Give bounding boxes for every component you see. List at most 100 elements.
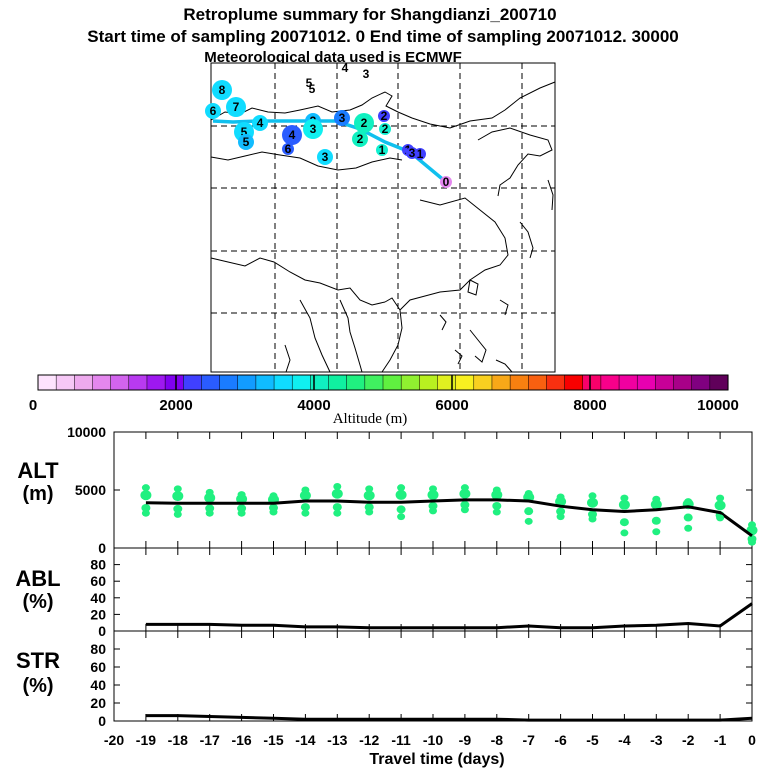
- map-day-label: 8: [219, 83, 226, 97]
- alt-ytick-label: 5000: [75, 482, 106, 498]
- map-cluster-marker: [378, 110, 390, 122]
- abl-ytick-label: 0: [98, 623, 106, 639]
- colorbar-cell: [291, 374, 311, 391]
- alt-cluster-dot: [397, 484, 406, 492]
- colorbar-cells: [37, 374, 729, 391]
- alt-cluster-dot: [460, 500, 470, 509]
- mean-trajectory-line: [212, 119, 448, 184]
- colorbar-cell: [201, 374, 221, 391]
- map-cluster-marker: [238, 134, 254, 150]
- figure-title: Retroplume summary for Shangdianzi_20071…: [183, 5, 556, 24]
- x-tick-label: 0: [748, 732, 756, 748]
- alt-cluster-dot: [618, 499, 630, 510]
- alt-cluster-dot: [427, 489, 439, 500]
- colorbar-cell: [273, 374, 293, 391]
- map-day-label: 6: [210, 104, 217, 118]
- colorbar-cell: [509, 374, 529, 391]
- alt-ytick-label: 0: [98, 540, 106, 556]
- alt-cluster-dot: [460, 484, 469, 492]
- alt-cluster-dot: [714, 500, 726, 511]
- colorbar-cell: [74, 374, 94, 391]
- alt-cluster-dot: [333, 483, 342, 491]
- map-day-label: 4: [289, 128, 296, 142]
- map-day-label: 5: [243, 135, 250, 149]
- map-cluster-marker: [352, 131, 368, 147]
- colorbar-cell: [55, 374, 75, 391]
- alt-cluster-dot: [301, 509, 310, 517]
- alt-cluster-dot: [683, 513, 693, 522]
- colorbar-cell: [328, 374, 348, 391]
- alt-cluster-dot: [556, 493, 565, 501]
- map-cluster-marker: [252, 115, 268, 131]
- trajectory-map: 8765453463332222111055433: [205, 61, 556, 373]
- map-coastlines: [210, 81, 556, 373]
- abl-ytick-label: 20: [90, 606, 106, 622]
- alt-cluster-dot: [331, 488, 343, 499]
- abl-ytick-label: 40: [90, 590, 106, 606]
- alt-cluster-dot: [651, 516, 661, 525]
- str-ytick-label: 40: [90, 677, 106, 693]
- map-cluster-marker: [226, 97, 246, 117]
- str-ytick-label: 20: [90, 695, 106, 711]
- alt-cluster-dot: [237, 509, 246, 517]
- alt-cluster-dot: [619, 518, 629, 527]
- x-tick-label: -13: [327, 732, 347, 748]
- alt-cluster-dot: [428, 501, 438, 510]
- colorbar-tick-8000: 8000: [573, 397, 606, 414]
- alt-cluster-dot: [524, 489, 533, 497]
- alt-cluster-dot: [365, 508, 374, 516]
- map-day-label: 3: [339, 111, 346, 125]
- colorbar-cell: [437, 374, 457, 391]
- map-day-label: 5: [306, 76, 313, 90]
- x-axis: -20 -19 -18 -17 -16 -15 -14 -13 -12 -11 -10 -9 -8 -7-…: [104, 732, 756, 748]
- map-cluster-marker: [282, 125, 302, 145]
- alt-cluster-dot: [524, 507, 534, 516]
- x-tick-label: -3: [650, 732, 663, 748]
- alt-cluster-dot: [205, 509, 214, 517]
- alt-panel-label: ALT: [17, 458, 59, 483]
- map-day-label: 3: [322, 150, 329, 164]
- colorbar-cell: [473, 374, 493, 391]
- alt-cluster-dot: [172, 491, 184, 502]
- alt-cluster-dot: [459, 488, 471, 499]
- x-tick-label: -19: [136, 732, 156, 748]
- alt-cluster-dot: [205, 488, 214, 496]
- x-tick-label: -8: [491, 732, 504, 748]
- map-cluster-marker: [317, 149, 333, 165]
- x-tick-label: -7: [522, 732, 535, 748]
- alt-panel-unit: (m): [22, 483, 53, 505]
- str-panel-unit: (%): [22, 675, 53, 697]
- abl-panel-unit: (%): [22, 591, 53, 613]
- alt-cluster-dot: [301, 486, 310, 494]
- alt-cluster-dot: [492, 501, 502, 510]
- alt-cluster-dot: [269, 492, 278, 500]
- met-data-note: Meteorological data used is ECMWF: [204, 49, 462, 66]
- x-tick-label: -18: [168, 732, 188, 748]
- map-day-label: 1: [379, 143, 386, 157]
- alt-cluster-dot: [716, 514, 725, 522]
- abl-series-line: [145, 602, 753, 630]
- colorbar-cell: [673, 374, 693, 391]
- x-tick-label: -10: [423, 732, 443, 748]
- map-day-label: 4: [342, 61, 349, 75]
- colorbar-cell: [546, 374, 566, 391]
- x-tick-label: -16: [231, 732, 251, 748]
- colorbar-cell: [183, 374, 202, 391]
- alt-cluster-dot: [141, 509, 150, 517]
- str-panel-frame: [113, 630, 753, 722]
- colorbar-cell: [219, 374, 239, 391]
- colorbar-tick-6000: 6000: [435, 397, 468, 414]
- x-tick-label: -20: [104, 732, 124, 748]
- alt-cluster-dot: [716, 494, 725, 502]
- colorbar-tick-0: 0: [29, 397, 37, 414]
- colorbar-cell: [364, 374, 384, 391]
- alt-cluster-dot: [524, 517, 533, 525]
- colorbar-cell: [146, 374, 166, 391]
- str-panel: 0 20 40 60 80: [90, 631, 753, 729]
- colorbar-cell: [92, 374, 112, 391]
- map-day-label: 0: [443, 175, 450, 189]
- map-day-label: 3: [409, 146, 416, 160]
- colorbar-cell: [255, 374, 275, 391]
